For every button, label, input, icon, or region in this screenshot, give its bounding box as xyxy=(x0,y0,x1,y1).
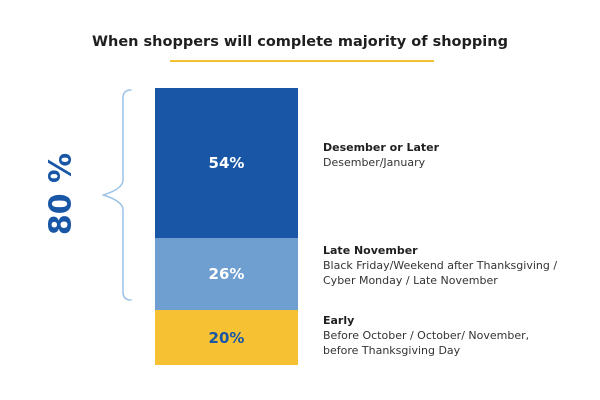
segment-text-early: Early Before October / October/ November,… xyxy=(323,313,548,358)
title-underline xyxy=(170,60,434,62)
description-early: Before October / October/ November, befo… xyxy=(323,329,530,357)
chart-title: When shoppers will complete majority of … xyxy=(92,34,508,50)
segment-text-late-november: Late November Black Friday/Weekend after … xyxy=(323,243,558,288)
description-late-november: Black Friday/Weekend after Thanksgiving … xyxy=(323,259,558,287)
legend-entry-early: Early xyxy=(323,314,355,327)
bracket-total-label: 80 % xyxy=(43,152,79,236)
data-label-desember-or-later: 54% xyxy=(208,154,245,172)
legend-entry-late-november: Late November xyxy=(323,244,418,257)
bracket xyxy=(102,89,132,301)
segment-text-desember-or-later: Desember or Later Desember/January xyxy=(323,140,593,170)
bar-segment-early: 20% xyxy=(155,310,298,365)
data-label-late-november: 26% xyxy=(208,265,245,283)
bar-segment-desember-or-later: 54% xyxy=(155,88,298,238)
legend-entry-desember-or-later: Desember or Later xyxy=(323,141,440,154)
data-label-early: 20% xyxy=(208,328,245,347)
stacked-bar: 54% 26% 20% xyxy=(155,88,298,365)
bracket-path xyxy=(102,89,132,301)
bar-segment-late-november: 26% xyxy=(155,238,298,310)
description-desember-or-later: Desember/January xyxy=(323,156,426,169)
